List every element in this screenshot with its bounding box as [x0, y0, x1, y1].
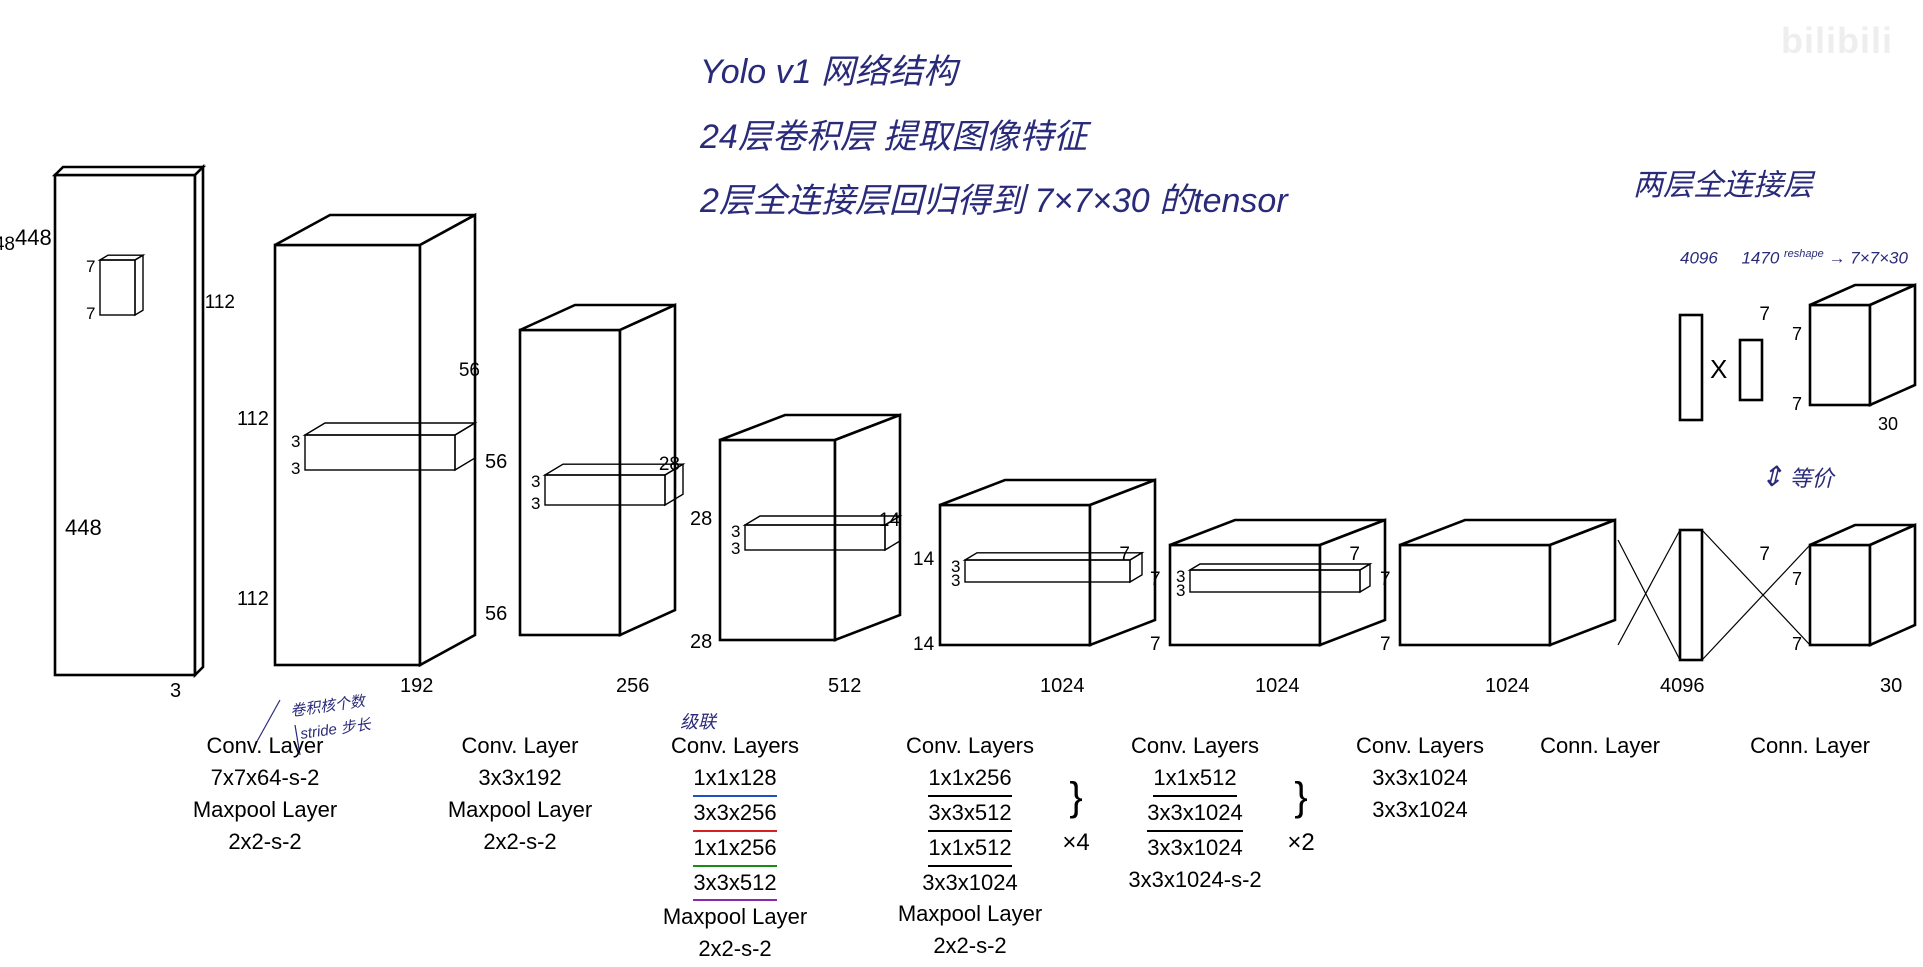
svg-text:7: 7 [86, 304, 95, 323]
layer-label-line: Maxpool Layer [145, 794, 385, 826]
layer-label-line: 3x3x192 [400, 762, 640, 794]
layer-label-line: 1x1x128 [615, 762, 855, 797]
svg-text:7: 7 [1792, 324, 1802, 344]
layer-label-line: Conv. Layers [850, 730, 1090, 762]
svg-text:7: 7 [1349, 544, 1360, 565]
layer-label-6: Conn. Layer [1510, 730, 1690, 762]
svg-text:7: 7 [1119, 544, 1130, 565]
layer-label-line: 3x3x1024 [1075, 832, 1315, 864]
svg-text:112: 112 [237, 408, 269, 430]
svg-text:112: 112 [237, 588, 269, 610]
layer-label-line: 2x2-s-2 [400, 826, 640, 858]
layer-label-0: Conv. Layer7x7x64-s-2Maxpool Layer2x2-s-… [145, 730, 385, 858]
layer-label-line: 2x2-s-2 [850, 930, 1090, 962]
svg-text:X: X [1710, 354, 1727, 384]
layer-label-4: Conv. Layers1x1x5123x3x10243x3x10243x3x1… [1075, 730, 1315, 895]
svg-text:3: 3 [291, 432, 300, 451]
svg-text:512: 512 [828, 675, 861, 697]
layer-label-line: Conn. Layer [1720, 730, 1900, 762]
layer-label-7: Conn. Layer [1720, 730, 1900, 762]
svg-text:7: 7 [1792, 394, 1802, 414]
svg-text:1024: 1024 [1040, 675, 1085, 697]
layer-label-line: 3x3x1024-s-2 [1075, 864, 1315, 896]
svg-text:1024: 1024 [1255, 675, 1300, 697]
layer-label-line: Conv. Layer [400, 730, 640, 762]
layer-label-line: 3x3x1024 [1075, 797, 1315, 832]
svg-text:7: 7 [1380, 634, 1391, 655]
svg-text:7: 7 [1759, 544, 1770, 565]
layer-label-line: 1x1x512 [1075, 762, 1315, 797]
svg-text:7: 7 [1792, 569, 1802, 589]
layer-label-line: 1x1x512 [850, 832, 1090, 867]
svg-text:1024: 1024 [1485, 675, 1530, 697]
svg-text:14: 14 [879, 510, 901, 531]
svg-text:7: 7 [1150, 569, 1161, 590]
layer-label-line: 3x3x256 [615, 797, 855, 832]
svg-text:448: 448 [0, 234, 15, 255]
svg-text:448: 448 [65, 515, 102, 540]
layer-label-line: 3x3x512 [850, 797, 1090, 832]
layer-label-line: Conv. Layers [1075, 730, 1315, 762]
layer-label-line: 7x7x64-s-2 [145, 762, 385, 794]
layer-label-line: 2x2-s-2 [145, 826, 385, 858]
svg-text:14: 14 [913, 634, 935, 655]
svg-text:448: 448 [15, 225, 52, 250]
layer-label-line: 1x1x256 [615, 832, 855, 867]
svg-text:7: 7 [1150, 634, 1161, 655]
layer-label-line: Conn. Layer [1510, 730, 1690, 762]
layer-label-line: Conv. Layers [615, 730, 855, 762]
layer-label-1: Conv. Layer3x3x192Maxpool Layer2x2-s-2 [400, 730, 640, 858]
layer-label-line: 1x1x256 [850, 762, 1090, 797]
layer-label-line: 3x3x1024 [850, 867, 1090, 899]
layer-label-line: 3x3x1024 [1310, 762, 1530, 794]
svg-text:3: 3 [951, 571, 960, 590]
svg-text:28: 28 [690, 508, 712, 530]
layer-label-line: Conv. Layer [145, 730, 385, 762]
layer-label-3: Conv. Layers1x1x2563x3x5121x1x5123x3x102… [850, 730, 1090, 962]
layer-label-line: Maxpool Layer [400, 794, 640, 826]
svg-text:3: 3 [531, 494, 540, 513]
svg-text:4096: 4096 [1660, 675, 1705, 697]
svg-text:3: 3 [1176, 581, 1185, 600]
svg-text:30: 30 [1878, 414, 1898, 434]
svg-text:28: 28 [659, 454, 680, 475]
svg-text:3: 3 [291, 459, 300, 478]
svg-text:192: 192 [400, 675, 433, 697]
svg-text:30: 30 [1880, 675, 1902, 697]
layer-label-line: Maxpool Layer [615, 901, 855, 933]
svg-text:7: 7 [86, 257, 95, 276]
layer-label-line: 3x3x1024 [1310, 794, 1530, 826]
svg-text:7: 7 [1792, 634, 1802, 654]
layer-label-line: Maxpool Layer [850, 898, 1090, 930]
svg-text:3: 3 [731, 539, 740, 558]
svg-text:14: 14 [913, 549, 935, 570]
svg-text:112: 112 [205, 292, 235, 313]
layer-label-line: Conv. Layers [1310, 730, 1530, 762]
svg-text:56: 56 [485, 451, 507, 473]
svg-text:28: 28 [690, 631, 712, 653]
svg-text:7: 7 [1759, 304, 1770, 325]
layer-label-5: Conv. Layers3x3x10243x3x1024 [1310, 730, 1530, 826]
svg-text:7: 7 [1380, 569, 1391, 590]
svg-text:56: 56 [459, 360, 480, 381]
svg-text:256: 256 [616, 675, 649, 697]
svg-text:56: 56 [485, 603, 507, 625]
layer-label-line: 2x2-s-2 [615, 933, 855, 965]
svg-text:3: 3 [170, 680, 181, 702]
layer-label-line: 3x3x512 [615, 867, 855, 902]
layer-label-2: Conv. Layers1x1x1283x3x2561x1x2563x3x512… [615, 730, 855, 965]
svg-text:3: 3 [531, 472, 540, 491]
